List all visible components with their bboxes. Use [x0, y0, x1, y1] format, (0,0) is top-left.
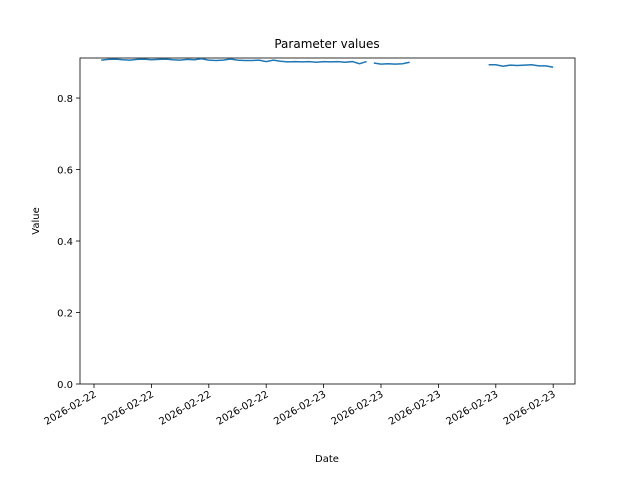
x-tick-label: 2026-02-23 — [272, 389, 328, 428]
plot-frame — [79, 57, 576, 385]
chart-title: Parameter values — [274, 37, 379, 51]
y-tick-label: 0.8 — [57, 94, 73, 105]
x-tick-label: 2026-02-23 — [387, 389, 443, 428]
y-tick-label: 0.6 — [57, 166, 73, 177]
y-tick-label: 0.4 — [57, 237, 73, 248]
data-line — [101, 57, 554, 69]
y-tick-label: 0.2 — [57, 309, 73, 320]
x-tick-label: 2026-02-22 — [100, 389, 156, 428]
x-tick-label: 2026-02-22 — [157, 389, 213, 428]
x-axis-label: Date — [315, 454, 339, 465]
x-tick-label: 2026-02-23 — [330, 389, 386, 428]
x-tick-label: 2026-02-22 — [43, 389, 99, 428]
x-tick-label: 2026-02-23 — [502, 389, 558, 428]
y-axis-label: Value — [31, 207, 42, 234]
x-tick-label: 2026-02-22 — [215, 389, 271, 428]
x-tick-label: 2026-02-23 — [444, 389, 500, 428]
y-tick-label: 0.0 — [57, 380, 73, 391]
